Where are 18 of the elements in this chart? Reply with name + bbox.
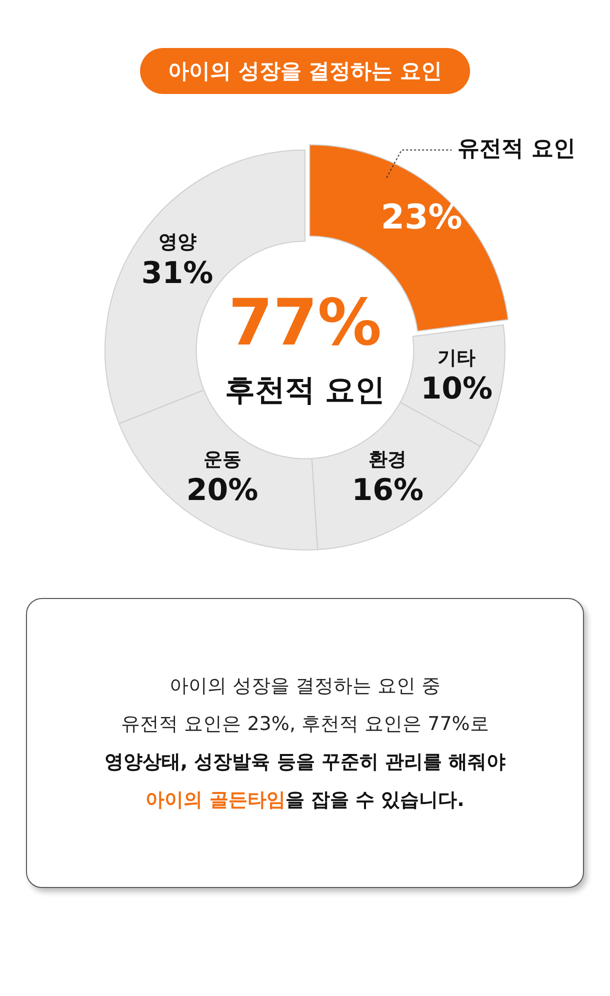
data-label: 20% bbox=[186, 473, 258, 508]
data-label: 16% bbox=[352, 473, 424, 508]
slice-label: 환경 bbox=[368, 448, 407, 470]
slice-label: 유전적 요인 bbox=[458, 136, 576, 162]
data-label: 23% bbox=[380, 198, 462, 238]
data-label: 31% bbox=[141, 256, 214, 292]
chart-title: 아이의 성장을 결정하는 요인 bbox=[140, 48, 470, 94]
slice-label: 기타 bbox=[438, 346, 476, 369]
text: 77% bbox=[228, 286, 382, 361]
text: 아이의 골든타임 bbox=[146, 789, 286, 811]
text: 유전적 요인은 23%, 후천적 요인은 77%로 bbox=[121, 713, 489, 735]
text: 후천적 요인 bbox=[224, 372, 386, 408]
text: 을 잡을 수 있습니다. bbox=[285, 789, 464, 811]
text: 영양상태, 성장발육 등을 꾸준히 관리를 해줘야 bbox=[104, 751, 506, 773]
slice-label: 운동 bbox=[203, 448, 242, 470]
data-label: 10% bbox=[420, 372, 493, 407]
slice-label: 영양 bbox=[158, 231, 196, 254]
text: 아이의 성장을 결정하는 요인 중 bbox=[169, 675, 441, 697]
